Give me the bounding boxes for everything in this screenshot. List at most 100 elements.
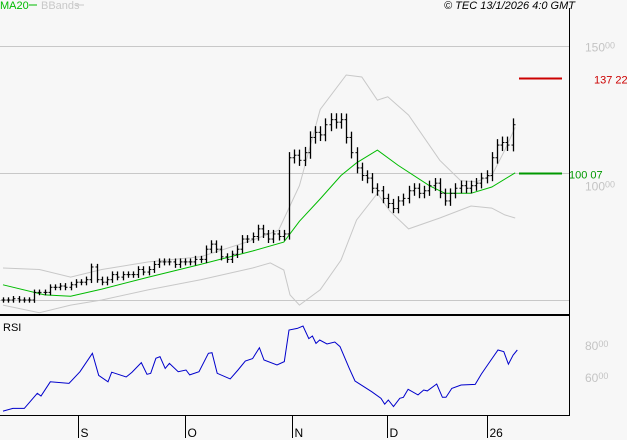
price-bar (370, 173, 375, 194)
x-tick-label-S: S (81, 426, 89, 440)
price-bar (422, 185, 427, 199)
price-markers: 137 22 100 07 (519, 75, 627, 182)
price-bar (271, 229, 276, 244)
price-bar (334, 113, 339, 129)
price-bar (126, 271, 131, 278)
price-bar (136, 266, 141, 278)
price-bar (69, 281, 74, 291)
marker-label-dec: 07 (590, 170, 602, 182)
price-bar (505, 136, 510, 151)
marker-label-dec: 22 (615, 75, 627, 87)
price-bar (381, 185, 386, 204)
price-bar (443, 188, 448, 206)
y-tick-label-150-dec: 00 (605, 41, 615, 51)
price-bar (95, 263, 100, 283)
rsi-tick-label-80-int: 80 (585, 339, 599, 353)
price-bar (230, 250, 235, 263)
price-bar (339, 113, 344, 129)
price-bar (89, 263, 94, 284)
price-bar (355, 147, 360, 174)
rsi-polyline (2, 325, 518, 412)
price-bar (79, 279, 84, 286)
rsi-line (2, 325, 518, 412)
marker-label-high: 137 22 (594, 75, 627, 87)
rsi-tick-label-60: 6000 (585, 371, 608, 385)
rsi-tick-label-80-dec: 00 (598, 339, 608, 349)
price-bar (313, 126, 318, 144)
x-tick-label-26: 26 (490, 426, 504, 440)
price-bar (6, 297, 11, 303)
price-bar (396, 196, 401, 214)
price-bar (485, 170, 490, 184)
price-bar (349, 131, 354, 159)
price-bar (391, 198, 396, 214)
price-bar (277, 229, 282, 241)
price-bar (495, 139, 500, 164)
copyright-timestamp: © TEC 13/1/2026 4:0 GMT (444, 0, 576, 12)
rsi-tick-label-60-dec: 00 (598, 371, 608, 381)
rsi-tick-label-80: 8000 (585, 339, 608, 353)
price-bar (453, 183, 458, 199)
price-bar (48, 284, 53, 296)
price-bar (147, 266, 152, 276)
price-bar (344, 113, 349, 144)
y-tick-label-150-int: 150 (585, 41, 605, 55)
legend-bbands: BBands (41, 0, 80, 12)
price-bar (173, 258, 178, 268)
y-tick-label-100: 10000 (585, 180, 615, 194)
rsi-title: RSI (3, 322, 21, 334)
price-bar (256, 224, 261, 241)
price-gridlines (0, 46, 569, 301)
price-bar (110, 271, 115, 283)
price-bar (157, 258, 162, 268)
price-bar (500, 136, 505, 152)
price-bar (261, 224, 266, 239)
price-bar (219, 245, 224, 261)
price-bar (412, 183, 417, 196)
price-bar (43, 289, 48, 296)
price-bar (27, 297, 32, 303)
price-bar (433, 178, 438, 191)
price-bar (329, 113, 334, 132)
price-bar (511, 118, 516, 152)
price-bar (225, 253, 230, 263)
price-bar (178, 258, 183, 268)
price-bar (183, 258, 188, 266)
price-bar (386, 193, 391, 209)
x-tick-label-O: O (188, 426, 197, 440)
price-bar (365, 170, 370, 184)
y-tick-label-150: 15000 (585, 41, 615, 55)
price-bar (251, 232, 256, 244)
price-bar (152, 261, 157, 273)
marker-label-int: 100 (569, 170, 590, 182)
price-bar (141, 266, 146, 276)
price-bar (266, 230, 271, 243)
price-bars (1, 113, 516, 303)
price-bar (17, 296, 22, 303)
price-bar (53, 284, 58, 291)
price-bar (459, 180, 464, 194)
price-bar (131, 271, 136, 278)
price-bar (193, 255, 198, 266)
price-bar (188, 258, 193, 266)
price-bar (240, 235, 245, 254)
price-bar (167, 258, 172, 266)
price-bar (297, 149, 302, 166)
price-bar (84, 276, 89, 286)
price-bar (162, 258, 167, 266)
price-bar (105, 276, 110, 286)
x-axis-ticks: S O N D 26 (78, 416, 504, 440)
price-bar (209, 240, 214, 254)
price-bar (407, 185, 412, 204)
price-bar (37, 289, 42, 296)
price-bar (323, 118, 328, 142)
x-tick-label-N: N (295, 426, 304, 440)
marker-label-ma: 100 07 (569, 170, 603, 182)
price-bar (303, 146, 308, 167)
price-bar (490, 152, 495, 182)
price-bar (11, 296, 16, 303)
price-bar (282, 229, 287, 241)
price-bar (360, 162, 365, 181)
price-bar (74, 279, 79, 288)
